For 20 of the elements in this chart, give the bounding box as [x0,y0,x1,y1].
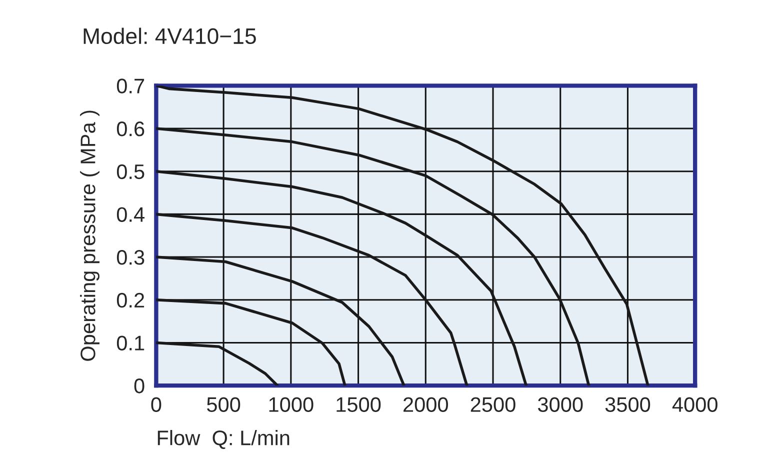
chart-title: Model: 4V410−15 [84,28,256,44]
y-tick-label: 0.3 [116,250,144,265]
x-tick-label: 4000 [672,397,718,412]
y-tick-label: 0 [134,378,144,394]
y-tick-label: 0.7 [116,78,144,94]
y-tick-label: 0.4 [116,207,144,222]
x-tick-label: 3500 [605,397,650,412]
x-tick-label: 1500 [336,397,381,412]
x-tick-label: 500 [207,397,240,412]
y-tick-label: 0.5 [116,164,144,180]
x-tick-label: 2500 [470,397,516,412]
x-axis-title: Flow Q: L/min [158,430,290,450]
x-tick-label: 0 [151,397,162,412]
y-axis-title: Operating pressure ( MPa ) [80,110,100,361]
x-tick-label: 3000 [538,397,583,412]
x-tick-label: 2000 [404,397,448,412]
y-tick-label: 0.6 [116,122,144,136]
y-tick-label: 0.2 [116,292,144,308]
y-tick-label: 0.1 [116,336,144,350]
x-tick-label: 1000 [269,397,314,412]
